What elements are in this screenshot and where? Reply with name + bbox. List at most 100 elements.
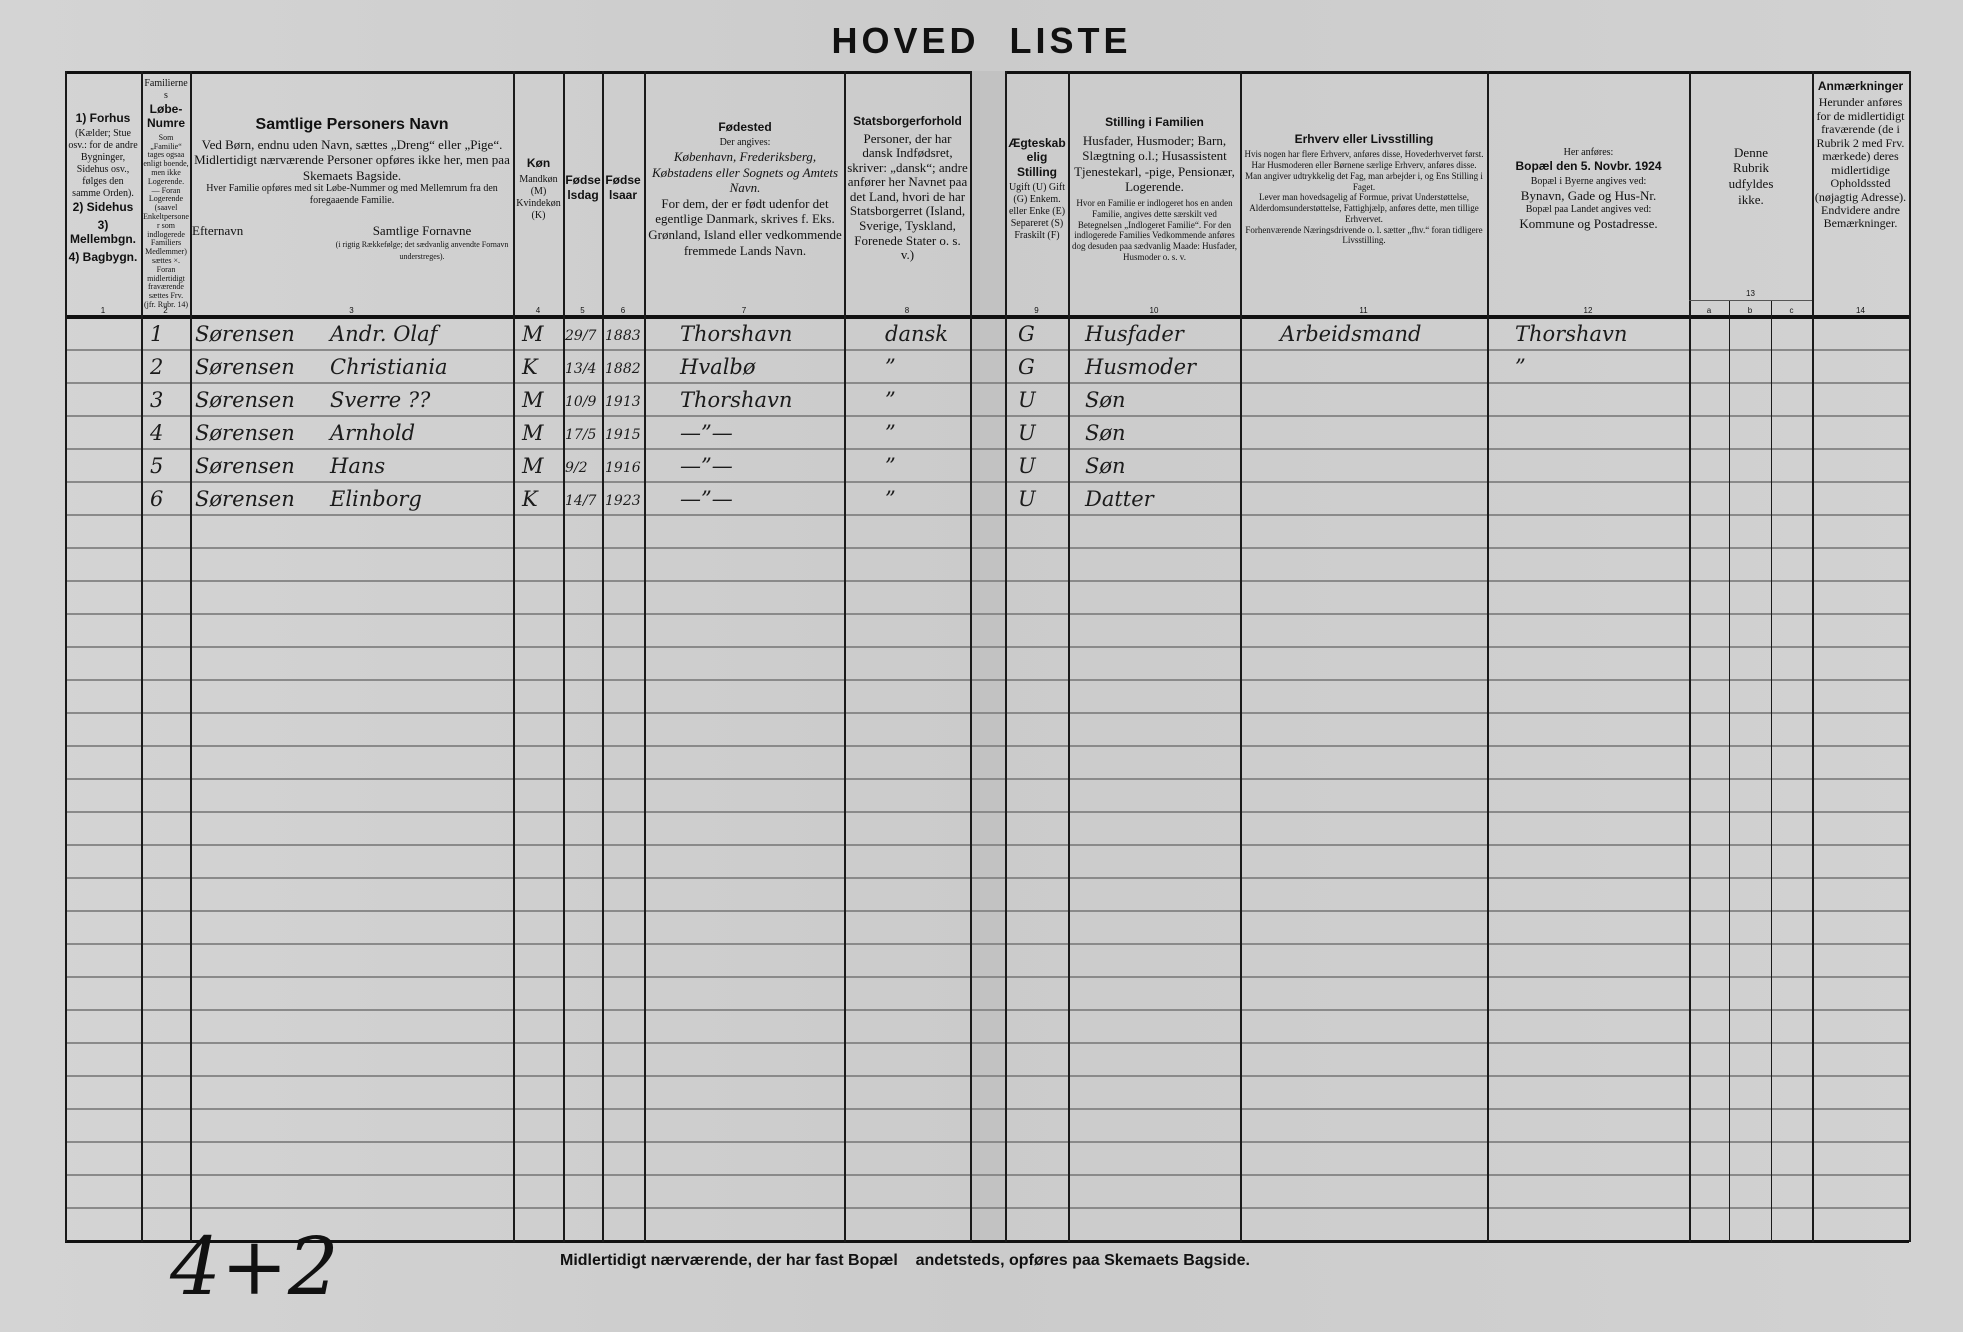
ruled-rows: [65, 318, 1909, 1242]
entry-sex: M: [522, 388, 544, 412]
header-col-4: Køn Mandkøn (M) Kvindekøn (K): [515, 76, 562, 302]
colnum-8: 8: [904, 306, 910, 315]
handwritten-tally: 4+2: [170, 1220, 339, 1313]
column-divider: [65, 71, 67, 1242]
entry-residence: ”: [1515, 355, 1526, 379]
column-divider: [1771, 300, 1772, 1242]
header-text: Løbe-Numre: [146, 102, 185, 131]
header-text: Mandkøn (M): [519, 173, 558, 197]
entry-marital-status: U: [1018, 388, 1036, 412]
header-col-5: Fødselsdag: [565, 76, 601, 302]
header-col-12: Her anføres: Bopæl den 5. Novbr. 1924 Bo…: [1490, 76, 1687, 302]
entry-family-role: Datter: [1085, 487, 1154, 511]
entry-family-role: Søn: [1085, 454, 1126, 478]
header-text: Har Husmoderen eller Børnene særlige Erh…: [1251, 159, 1477, 170]
column-divider: [1487, 71, 1489, 1242]
header-text: Personer, der har dansk Indfødsret, skri…: [847, 130, 968, 263]
entry-given-names: Sverre ??: [330, 388, 431, 412]
entry-family-role: Søn: [1085, 388, 1126, 412]
entry-birth-year: 1882: [605, 361, 641, 377]
header-text: Kvindekøn (K): [516, 197, 561, 221]
column-divider: [1729, 300, 1730, 1242]
name-subheaders: Efternavn Samtlige Fornavne (i rigtig Ræk…: [192, 223, 512, 263]
header-col-13: Denne Rubrik udfyldes ikke.: [1692, 76, 1810, 276]
entry-family-role: Søn: [1085, 421, 1126, 445]
column-divider: [141, 71, 143, 1242]
header-text: Anmærkninger: [1817, 79, 1904, 93]
header-text: For dem, der er født udenfor det egentli…: [648, 195, 842, 258]
header-text: Erhverv eller Livsstilling: [1294, 131, 1434, 146]
entry-birthplace: Hvalbø: [680, 355, 756, 379]
header-text: Ugift (U) Gift (G) Enkem. eller Enke (E)…: [1008, 182, 1066, 242]
column-divider: [563, 71, 565, 1242]
entry-given-names: Christiania: [330, 355, 448, 379]
entry-surname: Sørensen: [195, 454, 295, 478]
colnum-9: 9: [1034, 306, 1039, 315]
entry-surname: Sørensen: [195, 421, 295, 445]
entry-birth-day: 17/5: [565, 427, 597, 443]
colnum-2: 2: [163, 306, 168, 315]
colnum-5: 5: [580, 306, 585, 315]
footer-note: Midlertidigt nærværende, der har fast Bo…: [560, 1252, 1250, 1269]
entry-number: 6: [150, 487, 164, 511]
header-rule: [65, 315, 1909, 319]
colnum-3: 3: [349, 306, 354, 315]
header-col-9: Ægteskabelig Stilling Ugift (U) Gift (G)…: [1008, 76, 1066, 302]
header-text: Ved Børn, endnu uden Navn, sættes „Dreng…: [201, 136, 503, 152]
colnum-13c: c: [1789, 306, 1794, 315]
column-divider: [1005, 71, 1007, 1242]
bottom-rule: [65, 1240, 1909, 1243]
header-col-2: Familiernes Løbe-Numre Som „Familie“ tag…: [143, 76, 189, 309]
header-text: Samtlige Fornavne: [372, 223, 472, 239]
entry-number: 1: [150, 322, 164, 346]
header-text: 1) Forhus: [75, 111, 131, 126]
entry-marital-status: G: [1018, 355, 1035, 379]
entry-given-names: Andr. Olaf: [330, 322, 438, 346]
entry-citizenship: ”: [885, 421, 896, 445]
header-text: Stilling i Familien: [1105, 115, 1204, 130]
column-divider: [1240, 71, 1242, 1242]
entry-birth-year: 1923: [605, 493, 641, 509]
header-text: Fødested: [718, 119, 772, 134]
header-text: Forhenværende Næringsdrivende o. l. sætt…: [1245, 224, 1483, 246]
entry-birth-day: 10/9: [565, 394, 597, 410]
header-text: Hvor en Familie er indlogeret hos en and…: [1071, 197, 1238, 262]
entry-citizenship: ”: [885, 355, 896, 379]
entry-marital-status: U: [1018, 421, 1036, 445]
header-text: Herunder anføres for de midlertidigt fra…: [1814, 95, 1907, 231]
col13-subrule: [1689, 300, 1812, 301]
entry-marital-status: U: [1018, 454, 1036, 478]
column-divider: [970, 71, 972, 1242]
entry-sex: K: [522, 355, 538, 379]
header-col-8: Statsborgerforhold Personer, der har dan…: [847, 76, 968, 302]
header-text: København, Frederiksberg, Købstadens ell…: [651, 149, 839, 196]
header-text: Efternavn: [192, 223, 244, 239]
header-text: Bynavn, Gade og Hus-Nr.: [1520, 188, 1657, 204]
entry-birthplace: —”—: [680, 487, 733, 511]
column-divider: [644, 71, 646, 1242]
header-text: Denne Rubrik udfyldes ikke.: [1728, 144, 1774, 207]
colnum-11: 11: [1359, 306, 1368, 315]
entry-surname: Sørensen: [195, 322, 295, 346]
entry-surname: Sørensen: [195, 355, 295, 379]
entry-citizenship: ”: [885, 487, 896, 511]
entry-surname: Sørensen: [195, 388, 295, 412]
entry-marital-status: U: [1018, 487, 1036, 511]
entry-sex: M: [522, 421, 544, 445]
header-text: Fødselsaar: [605, 173, 641, 202]
header-text: Man angiver udtrykkelig det Fag, man arb…: [1245, 170, 1483, 192]
entry-surname: Sørensen: [195, 487, 295, 511]
header-text: Hvis nogen har flere Erhverv, anføres di…: [1244, 149, 1484, 160]
colnum-14: 14: [1856, 306, 1865, 315]
colnum-7: 7: [741, 306, 747, 315]
header-text: Bopæl i Byerne angives ved:: [1530, 176, 1647, 188]
header-col-3: Samtlige Personers Navn Ved Børn, endnu …: [192, 76, 512, 302]
entry-citizenship: ”: [885, 454, 896, 478]
entry-birthplace: Thorshavn: [680, 388, 793, 412]
header-text: Fødselsdag: [565, 173, 601, 202]
entry-birth-day: 13/4: [565, 361, 597, 377]
header-text: Statsborgerforhold: [853, 114, 962, 129]
entry-birth-year: 1913: [605, 394, 641, 410]
header-text: Husfader, Husmoder; Barn, Slægtning o.l.…: [1074, 132, 1235, 195]
